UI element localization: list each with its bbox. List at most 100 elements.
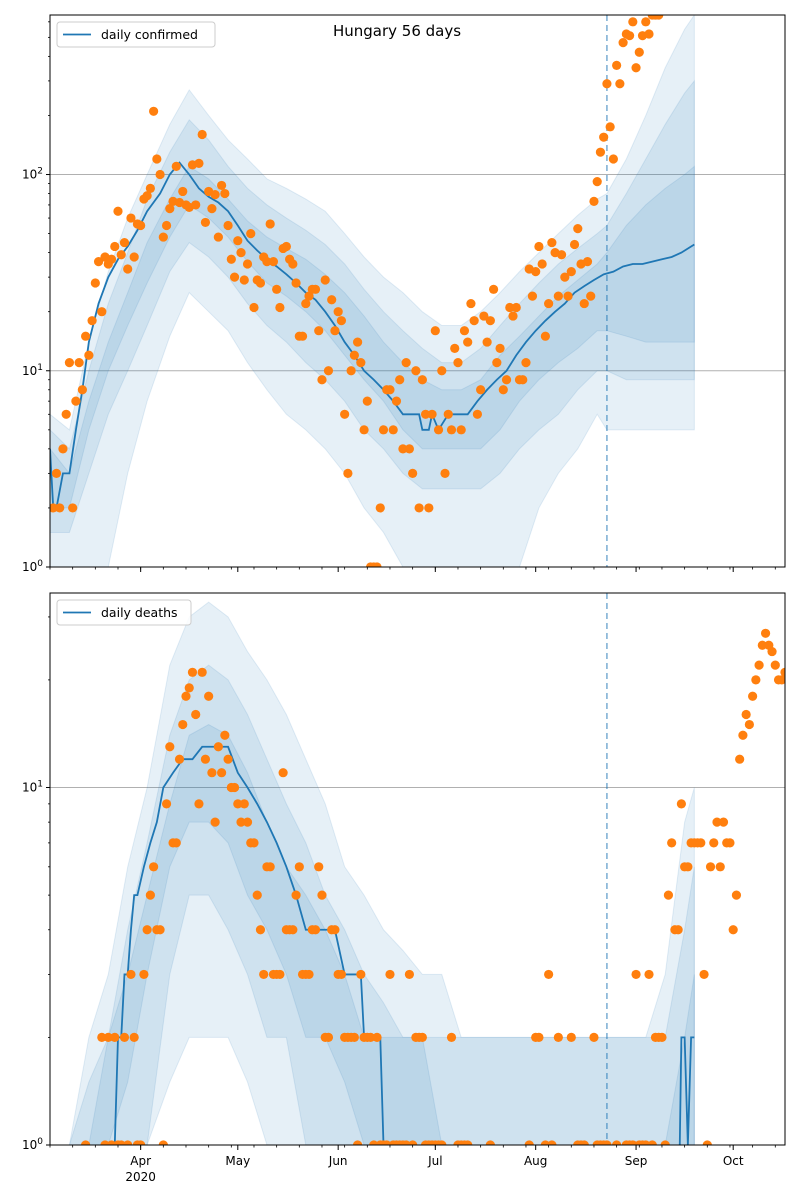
observed-point — [149, 862, 159, 872]
observed-point — [323, 1032, 334, 1042]
observed-point — [353, 1140, 363, 1145]
observed-point — [579, 298, 589, 309]
observed-point — [255, 278, 266, 288]
observed-point — [265, 862, 275, 872]
observed-point — [249, 302, 259, 313]
observed-point — [663, 890, 674, 900]
observed-point — [317, 890, 327, 900]
observed-point — [210, 817, 220, 827]
observed-point — [93, 256, 104, 267]
observed-point — [310, 925, 321, 935]
observed-point — [673, 925, 683, 935]
observed-point — [569, 239, 580, 250]
model-line — [113, 745, 695, 1145]
observed-point — [97, 307, 107, 317]
observed-point — [152, 154, 162, 164]
observed-point — [612, 60, 622, 70]
observed-point — [161, 799, 172, 809]
legend: daily confirmed — [56, 21, 216, 48]
observed-point — [362, 396, 372, 406]
observed-point — [612, 1140, 622, 1145]
observed-point — [323, 366, 334, 376]
observed-point — [356, 969, 366, 980]
observed-point — [314, 862, 324, 872]
observed-point — [437, 1140, 447, 1145]
y-tick-label: 100 — [22, 1137, 43, 1152]
observed-point — [161, 220, 172, 231]
observed-point — [255, 925, 266, 935]
observed-point — [236, 817, 246, 827]
observed-point — [488, 284, 499, 294]
observed-point — [644, 29, 654, 39]
observed-point — [291, 890, 301, 900]
observed-point — [446, 425, 457, 435]
uncertainty-band-inner — [50, 165, 695, 509]
observed-point — [77, 385, 87, 395]
observed-point — [657, 0, 666, 5]
observed-point — [566, 267, 576, 277]
observed-point — [414, 503, 424, 513]
observed-point — [573, 224, 583, 234]
x-tick-label: Sep — [625, 1154, 648, 1168]
observed-point — [427, 409, 437, 419]
observed-point — [388, 425, 398, 435]
observed-point — [317, 375, 327, 385]
uncertainty-band-middle — [50, 664, 695, 1145]
observed-point — [589, 1032, 599, 1042]
observed-point — [459, 326, 470, 336]
observed-point — [197, 129, 207, 140]
observed-point — [68, 503, 78, 513]
observed-point — [187, 667, 198, 677]
observed-point — [123, 264, 133, 274]
observed-point — [631, 63, 641, 73]
observed-point — [217, 768, 227, 778]
observed-point — [213, 742, 223, 752]
observed-point — [680, 0, 689, 5]
uncertainty-band-outer — [50, 15, 695, 567]
observed-point — [586, 291, 596, 301]
observed-point — [272, 284, 282, 294]
observed-point — [760, 628, 771, 638]
observed-point — [90, 278, 100, 288]
observed-point — [246, 228, 256, 239]
observed-point — [207, 204, 217, 214]
observed-point — [699, 969, 709, 980]
observed-point — [129, 1032, 139, 1042]
observed-point — [191, 709, 201, 720]
legend-label: daily deaths — [101, 605, 178, 620]
observed-point — [534, 241, 544, 252]
observed-point — [696, 0, 705, 5]
y-tick-label: 100 — [22, 559, 43, 574]
observed-point — [123, 1140, 133, 1145]
observed-point — [61, 409, 71, 419]
observed-point — [171, 161, 181, 172]
chart-title: Hungary 56 days — [333, 22, 461, 40]
observed-point — [158, 232, 168, 242]
observed-point — [661, 0, 670, 5]
observed-point — [404, 444, 415, 454]
observed-point — [378, 425, 389, 435]
observed-point — [408, 468, 418, 478]
legend-box — [56, 21, 216, 48]
observed-point — [476, 385, 486, 395]
observed-point — [641, 17, 651, 27]
observed-point — [106, 254, 117, 264]
observed-point — [615, 79, 625, 89]
observed-point — [229, 782, 240, 793]
observed-point — [505, 302, 515, 313]
observed-point — [184, 683, 194, 693]
observed-point — [770, 660, 780, 670]
observed-point — [511, 302, 521, 313]
observed-point — [200, 217, 211, 228]
observed-point — [340, 409, 350, 419]
observed-point — [524, 1140, 534, 1145]
observed-point — [265, 219, 275, 229]
observed-point — [440, 468, 450, 478]
observed-point — [297, 331, 308, 341]
observed-point — [702, 1140, 712, 1145]
observed-point — [667, 838, 677, 848]
observed-point — [738, 730, 748, 740]
observed-point — [278, 768, 288, 778]
observed-point — [178, 719, 188, 730]
observed-point — [223, 754, 233, 764]
